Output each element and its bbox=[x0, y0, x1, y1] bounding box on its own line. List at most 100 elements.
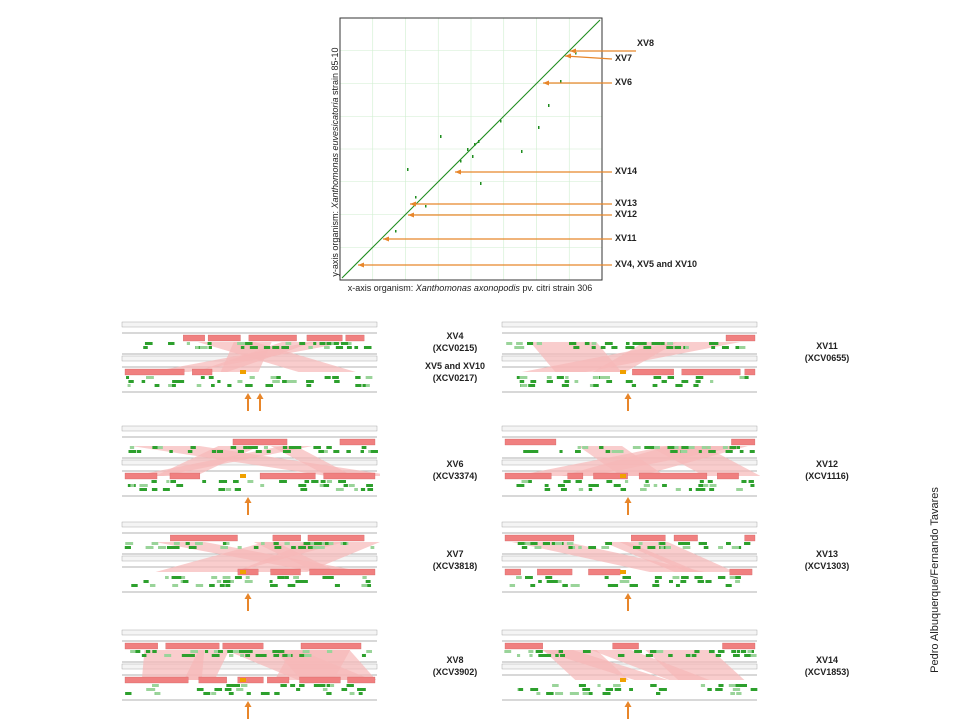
dotplot-frame bbox=[339, 17, 603, 281]
gene-mark bbox=[584, 342, 590, 345]
gene-mark bbox=[243, 650, 251, 653]
gene-mark bbox=[360, 488, 366, 491]
gene-mark bbox=[674, 346, 682, 349]
gene-mark bbox=[200, 376, 205, 379]
gene-mark bbox=[299, 684, 305, 687]
gene-mark bbox=[535, 650, 543, 653]
gene-mark bbox=[227, 384, 232, 387]
gene-mark bbox=[619, 580, 626, 583]
gene-mark bbox=[280, 684, 287, 687]
gene-mark bbox=[607, 480, 613, 483]
homology-block bbox=[248, 334, 297, 342]
gene-mark bbox=[606, 380, 613, 383]
gene-mark bbox=[269, 580, 273, 583]
gene-mark bbox=[188, 546, 197, 549]
gene-mark bbox=[247, 446, 253, 449]
gene-mark bbox=[211, 654, 220, 657]
homology-block bbox=[300, 642, 362, 650]
gene-mark bbox=[360, 450, 364, 453]
gene-mark bbox=[568, 546, 573, 549]
gene-mark bbox=[285, 342, 292, 345]
gene-mark bbox=[678, 542, 684, 545]
gene-mark bbox=[362, 576, 367, 579]
gene-mark bbox=[551, 542, 557, 545]
gene-mark bbox=[729, 446, 737, 449]
gene-mark bbox=[230, 446, 237, 449]
gene-mark bbox=[703, 546, 709, 549]
homology-block bbox=[323, 472, 376, 480]
gene-mark bbox=[125, 542, 134, 545]
gene-mark bbox=[652, 384, 658, 387]
gene-mark bbox=[363, 346, 372, 349]
gene-mark bbox=[582, 446, 589, 449]
gene-mark bbox=[234, 488, 241, 491]
gene-mark bbox=[747, 650, 752, 653]
gene-mark bbox=[546, 380, 553, 383]
homology-block bbox=[306, 334, 343, 342]
synteny-panel bbox=[501, 629, 758, 719]
gene-mark bbox=[530, 380, 537, 383]
synteny-link bbox=[141, 650, 205, 680]
homology-block bbox=[222, 642, 264, 650]
gene-mark bbox=[698, 484, 704, 487]
gene-mark bbox=[316, 546, 323, 549]
gene-mark bbox=[528, 384, 536, 387]
gene-mark bbox=[220, 546, 228, 549]
gene-mark bbox=[326, 446, 332, 449]
gene-mark bbox=[516, 484, 525, 487]
gene-mark bbox=[139, 488, 147, 491]
gene-mark bbox=[194, 542, 203, 545]
gene-mark bbox=[311, 480, 319, 483]
gene-mark bbox=[274, 692, 280, 695]
panel-label: XV4 (XCV0215) bbox=[432, 331, 478, 353]
gene-mark bbox=[232, 684, 240, 687]
homology-block bbox=[165, 642, 220, 650]
homology-block bbox=[537, 568, 573, 576]
gene-mark bbox=[575, 480, 582, 483]
gene-mark bbox=[222, 576, 231, 579]
gene-mark bbox=[326, 684, 331, 687]
dot-mark bbox=[521, 150, 523, 153]
gene-mark bbox=[330, 684, 335, 687]
synteny-link bbox=[220, 342, 272, 372]
gene-mark bbox=[546, 580, 553, 583]
gene-mark bbox=[504, 650, 512, 653]
gene-arrowhead bbox=[256, 393, 264, 399]
gene-mark bbox=[169, 450, 173, 453]
gene-mark bbox=[599, 376, 608, 379]
gene-mark bbox=[647, 446, 655, 449]
homology-block bbox=[673, 534, 698, 542]
gene-mark bbox=[286, 380, 294, 383]
panel-label: XV12 (XCV1116) bbox=[805, 459, 849, 481]
homology-block bbox=[504, 472, 552, 480]
gene-mark bbox=[557, 484, 565, 487]
dot-mark bbox=[548, 104, 550, 107]
homology-block bbox=[339, 438, 376, 446]
gene-mark bbox=[172, 584, 179, 587]
gene-mark bbox=[196, 688, 204, 691]
gene-mark bbox=[172, 380, 181, 383]
gene-mark bbox=[736, 692, 742, 695]
synteny-panel bbox=[121, 629, 378, 719]
gene-mark bbox=[188, 654, 195, 657]
gene-mark bbox=[327, 542, 334, 545]
gene-mark bbox=[517, 542, 525, 545]
gene-mark bbox=[709, 342, 715, 345]
gene-mark bbox=[674, 446, 679, 449]
gene-mark bbox=[126, 376, 130, 379]
highlighted-gene bbox=[240, 370, 246, 374]
gene-mark bbox=[604, 576, 609, 579]
gene-mark bbox=[202, 480, 207, 483]
gene-mark bbox=[274, 546, 282, 549]
gene-mark bbox=[247, 480, 254, 483]
gene-mark bbox=[323, 484, 330, 487]
gene-mark bbox=[645, 654, 653, 657]
gene-mark bbox=[650, 684, 657, 687]
gene-mark bbox=[152, 684, 159, 687]
gene-mark bbox=[233, 480, 239, 483]
gene-mark bbox=[652, 584, 660, 587]
gene-mark bbox=[733, 654, 740, 657]
gene-mark bbox=[661, 380, 667, 383]
gene-mark bbox=[606, 376, 610, 379]
